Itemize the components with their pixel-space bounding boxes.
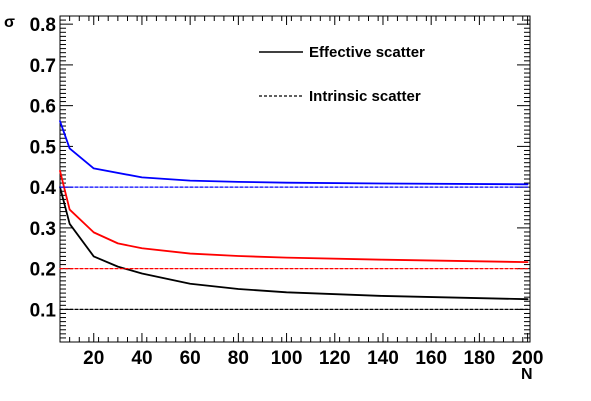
x-tick-label-80: 80 <box>228 348 249 369</box>
y-axis-title: σ <box>4 14 15 31</box>
effective-scatter-line-0 <box>59 120 529 186</box>
x-tick-label-40: 40 <box>131 348 152 369</box>
y-tick-label-0.6: 0.6 <box>30 97 56 118</box>
y-tick-label-0.8: 0.8 <box>30 15 56 36</box>
legend-effective-scatter-label: Effective scatter <box>309 44 425 61</box>
legend-intrinsic-scatter-label: Intrinsic scatter <box>309 88 421 105</box>
tick-labels: 20 40 60 80 100 120 140 160 180 200 0.1 0.2 0.3 0.4 0.… <box>30 15 544 369</box>
legend: Effective scatter Intrinsic scatter <box>259 44 425 105</box>
y-tick-label-0.1: 0.1 <box>30 300 57 321</box>
x-tick-label-20: 20 <box>83 348 104 369</box>
x-tick-label-140: 140 <box>367 348 399 369</box>
effective-scatter-line-2 <box>59 186 529 301</box>
y-tick-label-0.4: 0.4 <box>30 178 57 199</box>
y-tick-label-0.7: 0.7 <box>30 56 56 77</box>
x-axis-title: N <box>521 366 533 383</box>
x-tick-label-200: 200 <box>512 348 544 369</box>
x-tick-label-60: 60 <box>180 348 201 369</box>
x-tick-label-160: 160 <box>415 348 447 369</box>
x-tick-label-180: 180 <box>464 348 496 369</box>
y-tick-label-0.3: 0.3 <box>30 219 56 240</box>
x-tick-label-100: 100 <box>271 348 303 369</box>
y-tick-label-0.2: 0.2 <box>30 260 56 281</box>
x-tick-label-120: 120 <box>319 348 351 369</box>
y-tick-label-0.5: 0.5 <box>30 137 57 158</box>
effective-scatter-line-1 <box>59 169 529 264</box>
series-lines <box>59 120 529 311</box>
